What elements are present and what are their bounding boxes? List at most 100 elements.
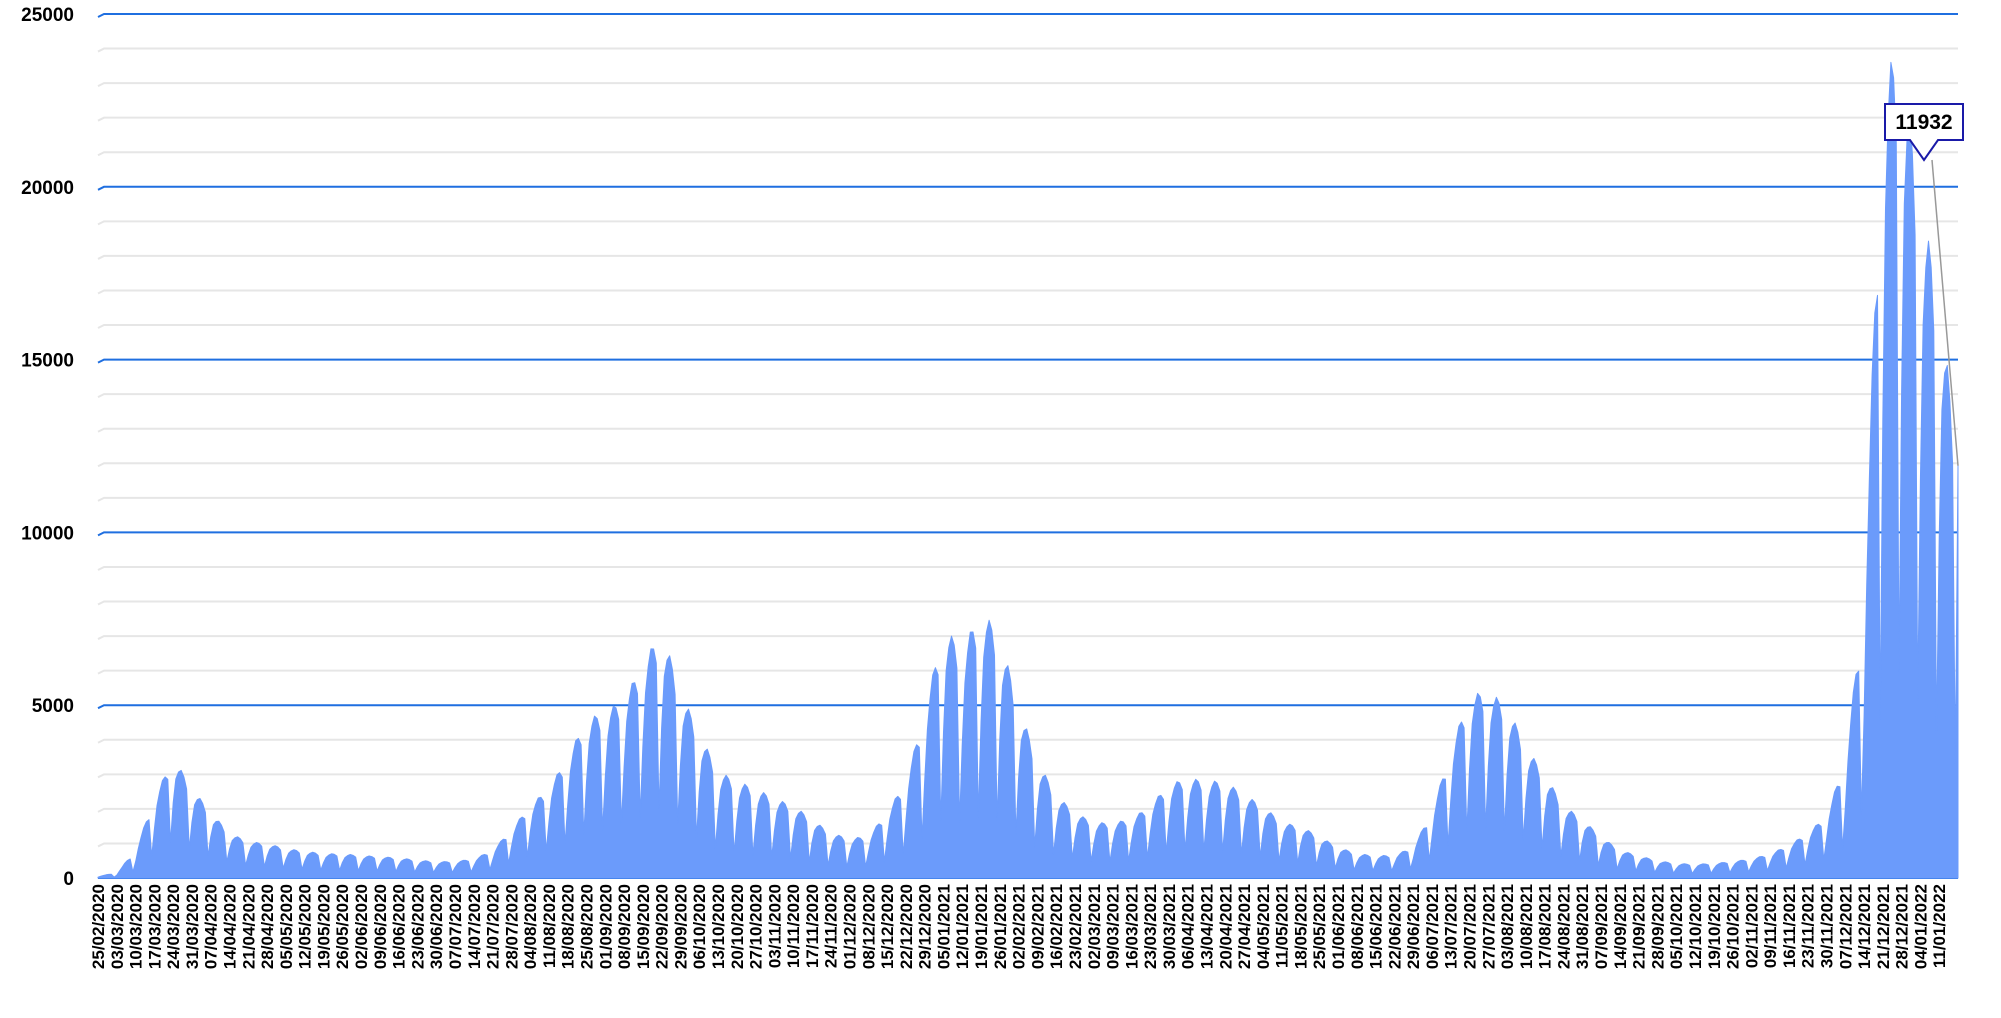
x-tick-label: 09/02/2021 <box>1028 884 1047 969</box>
x-tick-label: 14/07/2020 <box>465 884 484 969</box>
x-tick-label: 20/10/2020 <box>728 884 747 969</box>
x-axis-ticks: 25/02/2020 03/03/2020 10/03/2020 17/03/2020… <box>89 884 1949 969</box>
x-tick-label: 05/10/2021 <box>1667 884 1686 969</box>
x-tick-label: 01/12/2020 <box>841 884 860 969</box>
x-tick-label: 09/11/2021 <box>1761 884 1780 968</box>
x-tick-label: 09/06/2020 <box>371 884 390 969</box>
x-tick-label: 29/12/2020 <box>916 884 935 969</box>
x-tick-label: 29/09/2020 <box>671 884 690 969</box>
minor-gridline <box>97 151 1958 157</box>
minor-gridline <box>97 600 1958 606</box>
x-tick-label: 13/10/2020 <box>709 884 728 969</box>
x-tick-label: 17/08/2021 <box>1536 884 1555 969</box>
x-tick-label: 12/05/2020 <box>296 884 315 969</box>
x-tick-label: 03/03/2020 <box>108 884 127 969</box>
minor-gridline <box>97 254 1958 260</box>
major-gridline <box>97 13 1958 18</box>
x-tick-label: 28/09/2021 <box>1648 884 1667 969</box>
x-tick-label: 20/04/2021 <box>1216 884 1235 969</box>
x-tick-label: 04/08/2020 <box>521 884 540 969</box>
x-tick-label: 22/12/2020 <box>897 884 916 969</box>
x-tick-label: 11/05/2021 <box>1273 884 1292 968</box>
gridlines <box>97 13 1958 879</box>
x-tick-label: 30/06/2020 <box>427 884 446 969</box>
y-tick-label: 10000 <box>21 523 74 544</box>
x-tick-label: 21/04/2020 <box>239 884 258 969</box>
x-tick-label: 02/02/2021 <box>1010 884 1029 969</box>
x-tick-label: 27/10/2020 <box>747 884 766 969</box>
x-tick-label: 24/08/2021 <box>1555 884 1574 969</box>
x-tick-label: 11/08/2020 <box>540 884 559 968</box>
x-tick-label: 06/10/2020 <box>690 884 709 969</box>
x-tick-label: 22/06/2021 <box>1385 884 1404 969</box>
x-tick-label: 02/03/2021 <box>1085 884 1104 969</box>
x-tick-label: 16/11/2021 <box>1780 884 1799 968</box>
x-tick-label: 01/09/2020 <box>596 884 615 969</box>
x-tick-label: 31/08/2021 <box>1573 884 1592 969</box>
x-tick-label: 23/11/2021 <box>1799 884 1818 968</box>
x-tick-label: 13/04/2021 <box>1198 884 1217 969</box>
minor-gridline <box>97 738 1958 744</box>
minor-gridline <box>97 635 1958 640</box>
x-tick-label: 16/03/2021 <box>1122 884 1141 969</box>
major-gridline <box>97 704 1958 710</box>
x-tick-label: 30/11/2021 <box>1818 884 1837 968</box>
x-tick-label: 26/10/2021 <box>1724 884 1743 969</box>
x-tick-label: 16/06/2020 <box>390 884 409 969</box>
x-tick-label: 25/08/2020 <box>578 884 597 969</box>
x-tick-label: 02/06/2020 <box>352 884 371 969</box>
callout-leader-line <box>1931 159 1959 466</box>
x-tick-label: 21/07/2020 <box>484 884 503 969</box>
y-tick-label: 15000 <box>21 351 74 372</box>
x-tick-label: 07/09/2021 <box>1592 884 1611 969</box>
x-tick-label: 22/09/2020 <box>653 884 672 969</box>
x-tick-label: 11/01/2022 <box>1930 884 1949 968</box>
cases-area <box>97 61 1959 879</box>
x-tick-label: 01/06/2021 <box>1329 884 1348 969</box>
x-tick-label: 17/03/2020 <box>145 884 164 969</box>
x-tick-label: 07/12/2021 <box>1836 884 1855 969</box>
x-tick-label: 23/03/2021 <box>1141 884 1160 969</box>
minor-gridline <box>97 669 1958 675</box>
x-tick-label: 23/06/2020 <box>408 884 427 969</box>
x-tick-label: 25/02/2020 <box>89 884 108 969</box>
data-area <box>97 61 1959 879</box>
minor-gridline <box>97 289 1958 295</box>
y-axis-ticks: 0 5000 10000 15000 20000 25000 <box>21 5 74 890</box>
minor-gridline <box>97 462 1958 468</box>
x-tick-label: 06/07/2021 <box>1423 884 1442 969</box>
x-tick-label: 16/02/2021 <box>1047 884 1066 969</box>
x-tick-label: 04/05/2021 <box>1254 884 1273 969</box>
minor-gridline <box>97 842 1958 848</box>
x-tick-label: 18/05/2021 <box>1291 884 1310 969</box>
minor-gridline <box>97 82 1958 88</box>
x-tick-label: 27/07/2021 <box>1479 884 1498 969</box>
x-tick-label: 13/07/2021 <box>1442 884 1461 969</box>
value-callout: 11932 <box>1884 103 1964 466</box>
y-tick-label: 20000 <box>21 178 74 199</box>
x-tick-label: 23/02/2021 <box>1066 884 1085 969</box>
x-tick-label: 28/04/2020 <box>258 884 277 969</box>
x-tick-label: 10/03/2020 <box>127 884 146 969</box>
x-tick-label: 12/01/2021 <box>953 884 972 969</box>
minor-gridline <box>97 116 1958 122</box>
x-tick-label: 17/11/2020 <box>803 884 822 968</box>
major-gridline <box>97 185 1958 191</box>
x-tick-label: 07/07/2020 <box>446 884 465 969</box>
x-tick-label: 05/01/2021 <box>935 884 954 969</box>
x-tick-label: 14/09/2021 <box>1611 884 1630 969</box>
x-tick-label: 14/04/2020 <box>221 884 240 969</box>
callout-box <box>1884 103 1964 162</box>
minor-gridline <box>97 47 1958 53</box>
x-tick-label: 30/03/2021 <box>1160 884 1179 969</box>
x-tick-label: 19/05/2020 <box>315 884 334 969</box>
major-gridline <box>97 531 1958 537</box>
x-tick-label: 14/12/2021 <box>1855 884 1874 969</box>
x-tick-label: 15/06/2021 <box>1367 884 1386 969</box>
x-tick-label: 15/09/2020 <box>634 884 653 969</box>
x-tick-label: 08/09/2020 <box>615 884 634 969</box>
x-tick-label: 26/05/2020 <box>333 884 352 969</box>
x-tick-label: 03/08/2021 <box>1498 884 1517 969</box>
x-tick-label: 05/05/2020 <box>277 884 296 969</box>
